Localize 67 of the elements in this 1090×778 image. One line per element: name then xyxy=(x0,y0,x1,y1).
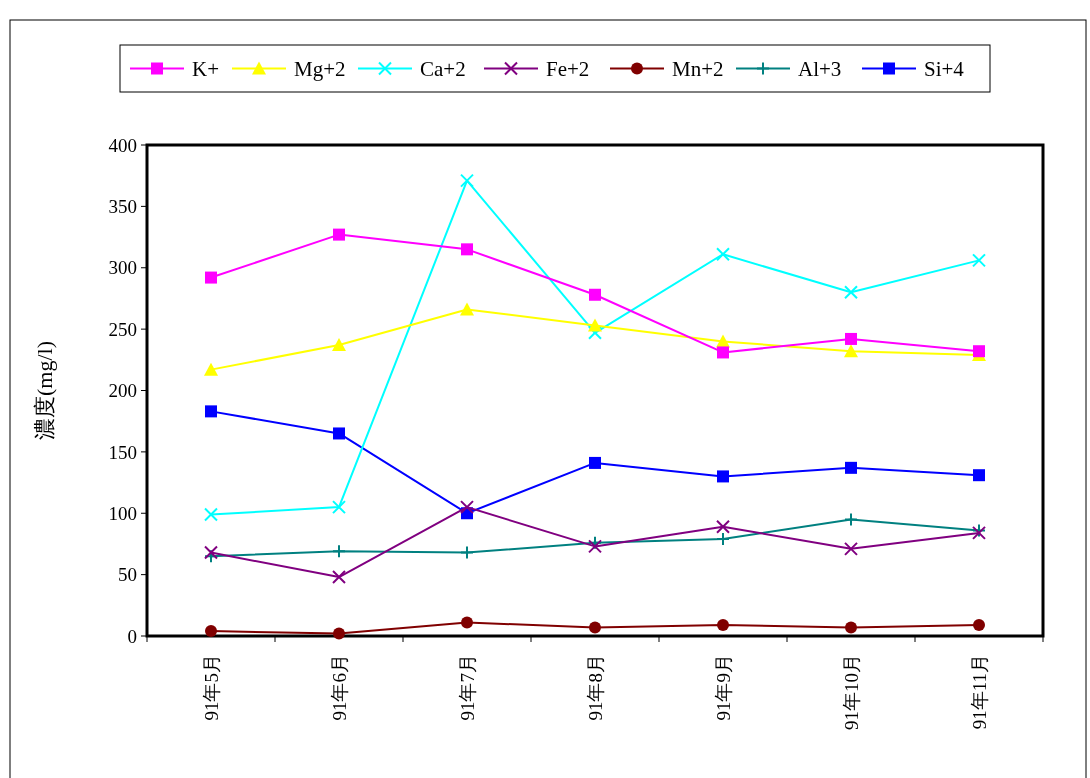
point xyxy=(845,332,857,345)
legend-label: Mg+2 xyxy=(294,56,346,81)
point xyxy=(204,549,218,564)
point xyxy=(205,271,217,284)
y-tick-label: 150 xyxy=(108,441,137,463)
point xyxy=(845,461,857,474)
point xyxy=(332,500,346,515)
x-tick-label: 91年7月 xyxy=(457,654,478,721)
point xyxy=(716,519,730,534)
y-tick-label: 0 xyxy=(127,625,137,647)
point xyxy=(844,285,858,300)
point xyxy=(333,228,345,241)
x-tick-label: 91年10月 xyxy=(841,654,862,730)
point xyxy=(973,618,985,631)
y-tick-label: 50 xyxy=(118,564,137,586)
y-tick-label: 200 xyxy=(108,380,137,402)
point xyxy=(588,318,602,332)
x-tick-label: 91年8月 xyxy=(585,654,606,721)
x-tick-label: 91年11月 xyxy=(969,654,990,730)
point xyxy=(844,512,858,527)
y-tick-label: 100 xyxy=(108,502,137,524)
legend-label: Ca+2 xyxy=(420,56,466,81)
legend-label: Si+4 xyxy=(924,56,965,81)
y-axis-title: 濃度(mg/l) xyxy=(32,341,57,440)
point xyxy=(845,621,857,634)
point xyxy=(332,338,346,352)
point xyxy=(204,507,218,522)
point xyxy=(333,627,345,640)
point xyxy=(716,247,730,262)
x-tick-label: 91年5月 xyxy=(201,654,222,721)
point xyxy=(589,456,601,469)
point xyxy=(460,545,474,560)
point xyxy=(461,616,473,629)
point xyxy=(973,469,985,482)
legend-label: K+ xyxy=(192,56,220,81)
point xyxy=(204,545,218,560)
y-tick-label: 300 xyxy=(108,257,137,279)
y-tick-label: 400 xyxy=(108,134,137,156)
point xyxy=(716,532,730,547)
point xyxy=(460,173,474,188)
point xyxy=(588,539,602,554)
point xyxy=(332,544,346,559)
legend-label: Mn+2 xyxy=(672,56,724,81)
point xyxy=(205,405,217,418)
point xyxy=(204,362,218,376)
point xyxy=(844,541,858,556)
point xyxy=(461,243,473,256)
point xyxy=(717,346,729,359)
point xyxy=(717,618,729,631)
point xyxy=(972,253,986,268)
point xyxy=(588,535,602,550)
y-tick-label: 350 xyxy=(108,196,137,218)
point xyxy=(589,621,601,634)
legend-label: Fe+2 xyxy=(546,56,590,81)
point xyxy=(844,344,858,358)
point xyxy=(332,570,346,585)
point xyxy=(333,427,345,440)
point xyxy=(460,500,474,515)
x-tick-label: 91年6月 xyxy=(329,654,350,721)
legend-label: Al+3 xyxy=(798,56,842,81)
point xyxy=(588,325,602,340)
point xyxy=(589,288,601,301)
x-tick-label: 91年9月 xyxy=(713,654,734,721)
point xyxy=(717,470,729,483)
point xyxy=(460,302,474,316)
point xyxy=(205,625,217,638)
y-tick-label: 250 xyxy=(108,318,137,340)
